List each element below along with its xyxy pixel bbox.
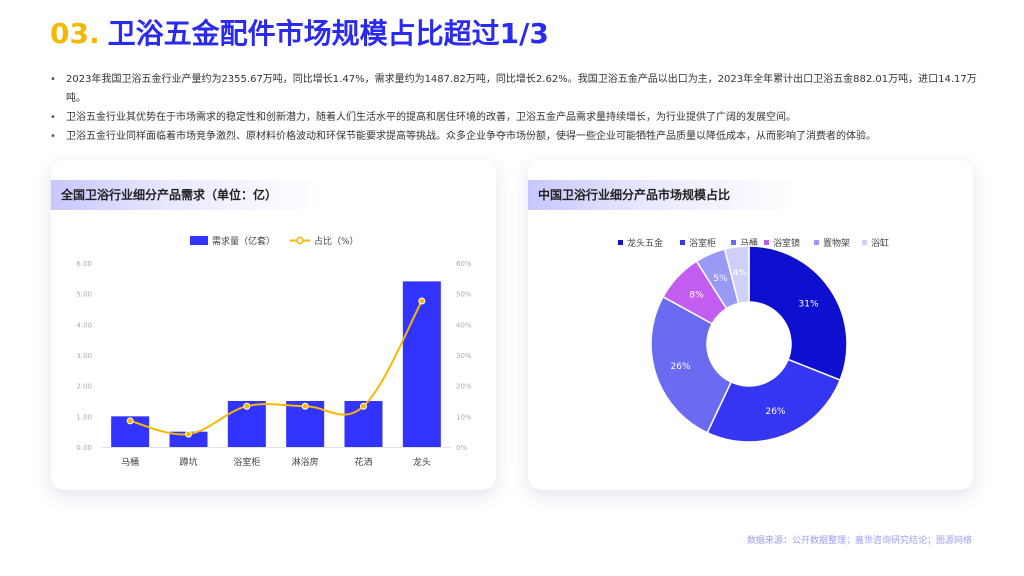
legend-label: 置物架 bbox=[823, 237, 850, 249]
legend-swatch bbox=[731, 240, 736, 245]
line-point bbox=[360, 402, 367, 410]
y-axis-tick-label: 6.00 bbox=[76, 260, 92, 268]
legend-swatch bbox=[618, 240, 623, 245]
y-axis-tick-label: 0.00 bbox=[76, 444, 92, 452]
x-axis-tick-label: 马桶 bbox=[121, 456, 139, 468]
slice-label: 8% bbox=[689, 291, 704, 301]
donut-slice bbox=[706, 358, 842, 443]
bullet-item: 卫浴五金行业同样面临着市场竞争激烈、原材料价格波动和环保节能要求提高等挑战。众多… bbox=[48, 127, 983, 146]
y-axis-tick-label: 2.00 bbox=[76, 383, 92, 391]
page-title: 03. 卫浴五金配件市场规模占比超过1/3 bbox=[50, 14, 549, 54]
line-point bbox=[185, 430, 192, 438]
y2-axis-tick-label: 10% bbox=[456, 413, 472, 421]
y2-axis-tick-label: 30% bbox=[456, 352, 472, 360]
title-text: 卫浴五金配件市场规模占比超过1/3 bbox=[107, 17, 549, 50]
donut-slice bbox=[723, 245, 750, 305]
legend-swatch bbox=[680, 240, 685, 245]
slice-label: 26% bbox=[671, 362, 691, 372]
x-axis-tick-label: 浴室柜 bbox=[233, 456, 260, 468]
y2-axis-tick-label: 40% bbox=[456, 321, 472, 329]
y2-axis-tick-label: 20% bbox=[456, 383, 472, 391]
donut-slice bbox=[748, 245, 848, 382]
legend-bar-label: 需求量（亿套） bbox=[212, 235, 275, 247]
legend-label: 龙头五金 bbox=[627, 237, 663, 249]
share-chart-card: 中国卫浴行业细分产品市场规模占比 龙头五金 浴室柜 马桶 浴室镜 置物架 浴缸 31% 26%… bbox=[528, 160, 973, 490]
legend-swatch bbox=[862, 240, 867, 245]
bar bbox=[402, 281, 441, 447]
donut-slice bbox=[650, 295, 733, 434]
demand-chart-card: 全国卫浴行业细分产品需求（单位：亿） 需求量（亿套） 占比（%） 0.00 1.00 2… bbox=[51, 160, 496, 490]
bullet-list: 2023年我国卫浴五金行业产量约为2355.67万吨，同比增长1.47%，需求量… bbox=[48, 70, 983, 146]
y-axis-tick-label: 3.00 bbox=[76, 352, 92, 360]
demand-bar-line-chart: 需求量（亿套） 占比（%） 0.00 1.00 2.00 3.00 4.00 5.00 6.00… bbox=[76, 235, 472, 468]
section-number: 03. bbox=[50, 17, 100, 50]
legend-line-marker bbox=[296, 236, 304, 245]
slice-label: 26% bbox=[765, 407, 785, 417]
legend-label: 浴缸 bbox=[871, 237, 889, 249]
legend-swatch bbox=[764, 240, 769, 245]
y2-axis-tick-label: 50% bbox=[456, 291, 472, 299]
y-axis-tick-label: 4.00 bbox=[76, 321, 92, 329]
legend-label: 浴室柜 bbox=[689, 237, 716, 249]
y2-axis-tick-label: 60% bbox=[456, 260, 472, 268]
slice-label: 31% bbox=[799, 300, 819, 310]
y2-axis-tick-label: 0% bbox=[456, 444, 467, 452]
slice-label: 4% bbox=[733, 269, 748, 279]
line-point bbox=[301, 402, 309, 410]
bar bbox=[169, 431, 208, 447]
legend-bar-swatch bbox=[190, 236, 208, 245]
legend-line-label: 占比（%） bbox=[314, 235, 359, 247]
line-point bbox=[243, 402, 251, 410]
x-axis-tick-label: 淋浴房 bbox=[292, 456, 319, 468]
source-note: 数据来源：公开数据整理；嘉世咨询研究结论；图源网络 bbox=[746, 536, 972, 546]
line-point bbox=[126, 417, 134, 425]
slice-label: 5% bbox=[713, 274, 728, 284]
x-axis-tick-label: 龙头 bbox=[413, 456, 431, 468]
bullet-item: 2023年我国卫浴五金行业产量约为2355.67万吨，同比增长1.47%，需求量… bbox=[48, 70, 983, 108]
legend-swatch bbox=[814, 240, 819, 245]
x-axis-tick-label: 花洒 bbox=[354, 456, 372, 468]
share-chart-title: 中国卫浴行业细分产品市场规模占比 bbox=[528, 180, 798, 210]
y-axis-tick-label: 1.00 bbox=[76, 413, 92, 421]
demand-chart-title: 全国卫浴行业细分产品需求（单位：亿） bbox=[51, 180, 321, 210]
line-point bbox=[418, 297, 426, 305]
x-axis-tick-label: 蹲坑 bbox=[179, 456, 197, 468]
y-axis-tick-label: 5.00 bbox=[76, 291, 92, 299]
legend-label: 浴室镜 bbox=[773, 237, 800, 249]
bullet-item: 卫浴五金行业其优势在于市场需求的稳定性和创新潜力，随着人们生活水平的提高和居住环… bbox=[48, 108, 983, 127]
